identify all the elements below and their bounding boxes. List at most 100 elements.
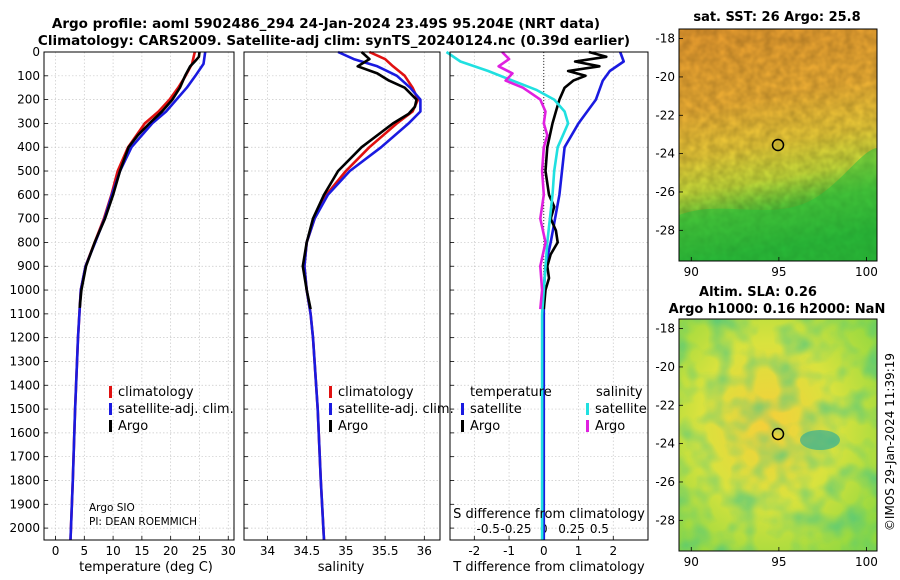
depth-tick-label: 1500: [9, 402, 40, 416]
plot-background: [244, 52, 440, 540]
sla-map: [678, 318, 878, 552]
plot-frame: [449, 51, 649, 541]
x-tick-label: 15: [134, 544, 149, 558]
x-tick-label: 36: [417, 544, 432, 558]
legend-swatch-s-argo: [586, 420, 589, 432]
temperature-panel: 0 5 10 15 20 25 30: [43, 51, 236, 558]
legend-label-argo: Argo: [338, 419, 368, 434]
map-lat-label: -24: [655, 147, 675, 161]
map-lon-label: 90: [684, 265, 699, 279]
x-tick-label: 1: [575, 544, 583, 558]
depth-tick-label: 100: [17, 69, 40, 83]
sla-float-marker: [771, 427, 785, 441]
legend-swatch-climatology: [329, 386, 332, 398]
s-tick-label: -0.25: [500, 522, 531, 536]
legend-label-t-satellite: satellite: [470, 402, 522, 417]
depth-tick-label: 1100: [9, 307, 40, 321]
map-lat-label: -28: [655, 223, 675, 237]
map-lon-label: 95: [771, 265, 786, 279]
depth-tick-label: 400: [17, 140, 40, 154]
map-lat-label: -20: [655, 360, 675, 374]
x-tick-label: 2: [609, 544, 617, 558]
x-tick-label: 35.5: [372, 544, 399, 558]
map-lat-label: -18: [655, 32, 675, 46]
map-lat-label: -22: [655, 398, 675, 412]
depth-tick-label: 800: [17, 235, 40, 249]
x-tick-label: -1: [503, 544, 515, 558]
depth-tick-label: 1600: [9, 426, 40, 440]
x-tick-label: 10: [105, 544, 120, 558]
series-line-s-satellite: [445, 50, 570, 540]
map-lat-label: -22: [655, 108, 675, 122]
map-lon-label: 90: [684, 555, 699, 569]
legend-swatch-t-argo: [461, 420, 464, 432]
sst-float-marker: [771, 138, 785, 152]
legend-swatch-climatology: [109, 386, 112, 398]
figure-title-line2: Climatology: CARS2009. Satellite-adj cli…: [38, 33, 630, 49]
depth-tick-label: 1300: [9, 354, 40, 368]
legend-label-satellite: satellite-adj. clim.: [118, 402, 234, 417]
sst-map-frame: [678, 28, 878, 262]
difference-panel: -2 -1 0 1 2-0.5 -0.25 0 0.25 0.5: [445, 50, 649, 558]
legend-header-salinity: salinity: [596, 385, 643, 400]
depth-tick-label: 900: [17, 259, 40, 273]
legend-swatch-satellite: [109, 403, 112, 415]
salinity-panel: 34 34.5 35 35.5 36: [243, 50, 441, 558]
s-tick-label: 0.25: [558, 522, 585, 536]
depth-tick-label: 700: [17, 212, 40, 226]
map-lat-label: -20: [655, 70, 675, 84]
series-line-satellite-adj-clim-: [303, 50, 422, 541]
depth-tick-label: 1400: [9, 378, 40, 392]
depth-axis-labels: 0 100 200 300 400 500 600 700 800 900 1000 1100 1200…: [9, 45, 40, 535]
legend-label-t-argo: Argo: [470, 419, 500, 434]
legend-swatch-argo: [109, 420, 112, 432]
series-line-argo: [301, 51, 418, 310]
plot-background: [450, 52, 648, 540]
s-tick-label: -0.5: [476, 522, 499, 536]
sla-map-title: Altim. SLA: 0.26: [699, 285, 817, 300]
x-tick-label: 30: [221, 544, 236, 558]
map-lon-label: 100: [855, 265, 878, 279]
sla-map-axes: 90 95 100 -18 -20 -22 -24 -26 -28: [655, 322, 878, 569]
map-lat-label: -26: [655, 185, 675, 199]
legend-swatch-t-satellite: [461, 403, 464, 415]
sla-low-eddy: [800, 430, 840, 450]
argo-source-label: Argo SIO: [89, 502, 135, 514]
depth-tick-label: 2000: [9, 521, 40, 535]
sla-map-subtitle: Argo h1000: 0.16 h2000: NaN: [669, 302, 886, 317]
map-lat-label: -18: [655, 322, 675, 336]
map-lat-label: -26: [655, 475, 675, 489]
depth-tick-label: 0: [32, 45, 40, 59]
sst-map: [678, 28, 878, 262]
depth-tick-label: 500: [17, 164, 40, 178]
t-difference-xlabel: T difference from climatology: [452, 560, 645, 575]
depth-tick-label: 200: [17, 93, 40, 107]
sst-cool-region: [679, 148, 877, 261]
temperature-legend: climatology satellite-adj. clim. Argo: [109, 385, 234, 434]
x-tick-label: 35: [338, 544, 353, 558]
legend-label-satellite: satellite-adj. clim.: [338, 402, 454, 417]
map-lon-label: 95: [771, 555, 786, 569]
legend-swatch-s-satellite: [586, 403, 589, 415]
x-tick-label: 0: [52, 544, 60, 558]
s-difference-xlabel: S difference from climatology: [453, 507, 645, 522]
sst-map-axes: 90 95 100 -18 -20 -22 -24 -26 -28: [655, 32, 878, 279]
legend-label-argo: Argo: [118, 419, 148, 434]
map-lon-label: 100: [855, 555, 878, 569]
legend-label-climatology: climatology: [118, 385, 194, 400]
x-tick-label: 20: [163, 544, 178, 558]
x-tick-label: 34.5: [293, 544, 320, 558]
depth-tick-label: 1000: [9, 283, 40, 297]
pi-label: PI: DEAN ROEMMICH: [89, 516, 197, 528]
x-tick-label: 0: [540, 544, 548, 558]
legend-swatch-satellite: [329, 403, 332, 415]
sla-texture: [679, 319, 877, 551]
temperature-xlabel: temperature (deg C): [79, 560, 213, 575]
difference-legend: temperature salinity satellite Argo sate…: [461, 385, 647, 434]
legend-header-temperature: temperature: [470, 385, 552, 400]
series-line-t-argo: [542, 50, 608, 310]
series-line-s-argo: [497, 51, 549, 310]
sst-map-title: sat. SST: 26 Argo: 25.8: [693, 10, 860, 25]
depth-tick-label: 300: [17, 116, 40, 130]
